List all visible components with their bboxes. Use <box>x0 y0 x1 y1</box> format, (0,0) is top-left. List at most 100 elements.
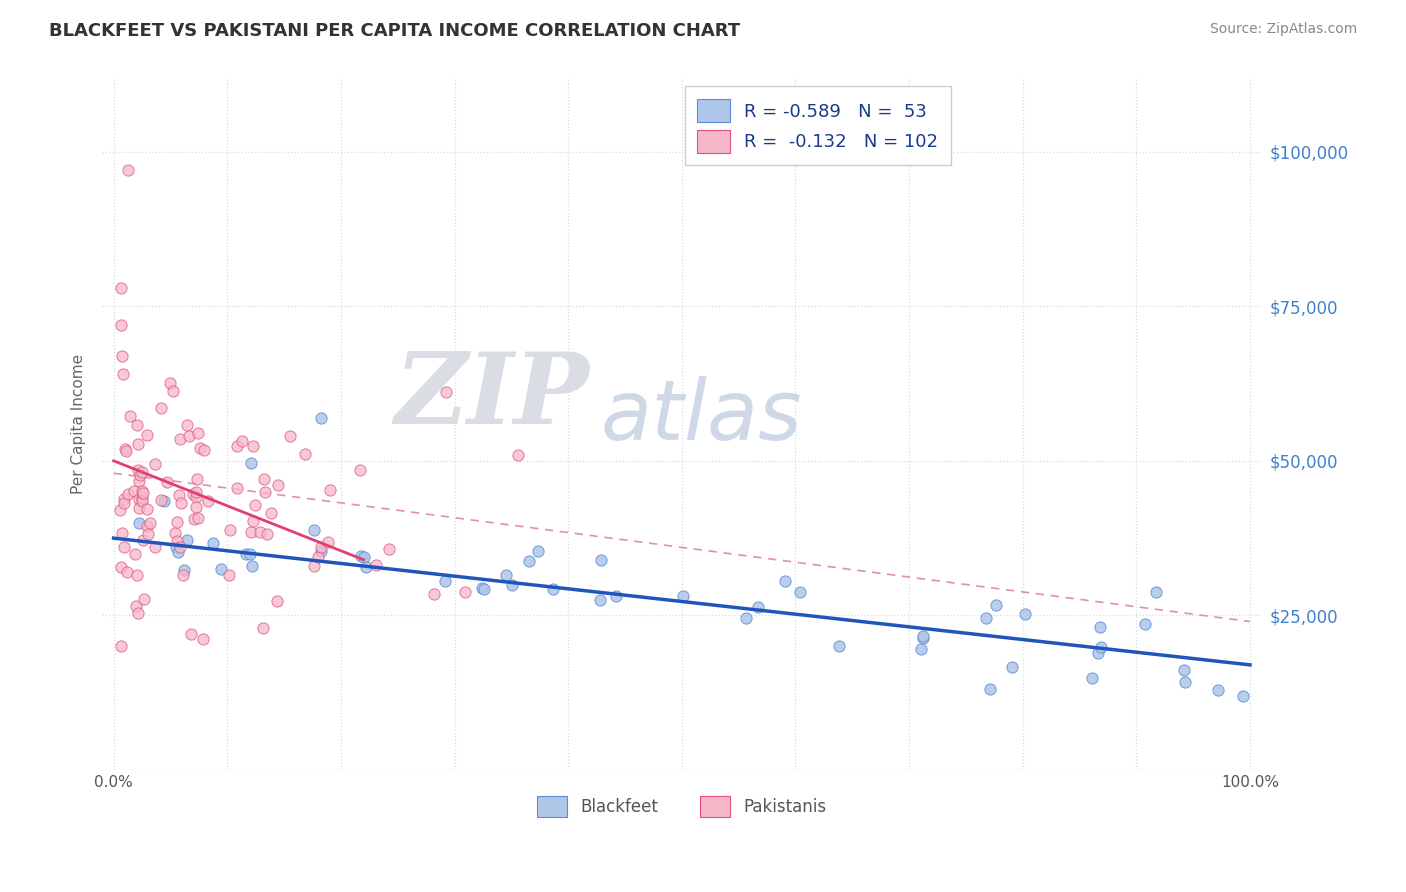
Point <box>1088 620 1111 634</box>
Point <box>495 568 517 582</box>
Point <box>112 491 135 506</box>
Point <box>349 463 371 477</box>
Point <box>309 410 332 425</box>
Point <box>127 463 149 477</box>
Point <box>186 500 208 515</box>
Point <box>167 545 190 559</box>
Point <box>110 560 132 574</box>
Point <box>166 534 188 549</box>
Point <box>132 533 155 548</box>
Point <box>176 418 198 433</box>
Point <box>201 535 224 549</box>
Point <box>159 376 181 391</box>
Point <box>235 547 257 561</box>
Point <box>193 632 215 646</box>
Point <box>307 549 329 564</box>
Point <box>423 587 446 601</box>
Point <box>294 447 316 461</box>
Point <box>128 500 150 515</box>
Point <box>501 578 523 592</box>
Point <box>1087 646 1109 660</box>
Point <box>188 441 211 455</box>
Point <box>180 626 202 640</box>
Point <box>170 496 193 510</box>
Point <box>118 409 141 423</box>
Point <box>136 526 159 541</box>
Point <box>131 493 153 508</box>
Point <box>226 439 249 453</box>
Point <box>143 540 166 554</box>
Point <box>136 428 159 442</box>
Point <box>526 544 548 558</box>
Point <box>318 534 340 549</box>
Point <box>240 525 263 540</box>
Point <box>114 442 136 456</box>
Point <box>115 565 138 579</box>
Point <box>183 512 205 526</box>
Text: ZIP: ZIP <box>394 348 589 444</box>
Point <box>354 560 377 574</box>
Point <box>110 318 132 332</box>
Point <box>129 467 152 482</box>
Point <box>242 514 264 528</box>
Point <box>434 385 457 400</box>
Point <box>117 163 139 178</box>
Point <box>454 585 477 599</box>
Point <box>181 487 204 501</box>
Point <box>169 432 191 446</box>
Point <box>1014 607 1036 621</box>
Point <box>184 490 207 504</box>
Point <box>225 481 247 495</box>
Point <box>1146 585 1168 599</box>
Point <box>110 640 132 654</box>
Point <box>162 384 184 398</box>
Point <box>124 547 146 561</box>
Point <box>128 516 150 531</box>
Point <box>172 568 194 582</box>
Point <box>588 592 610 607</box>
Point <box>165 540 187 554</box>
Point <box>1206 683 1229 698</box>
Point <box>218 523 240 537</box>
Point <box>1090 640 1112 655</box>
Point <box>239 547 262 561</box>
Point <box>589 553 612 567</box>
Point <box>1173 674 1195 689</box>
Point <box>143 457 166 471</box>
Point <box>789 585 811 599</box>
Point <box>117 487 139 501</box>
Point <box>167 487 190 501</box>
Point <box>543 582 565 596</box>
Point <box>125 417 148 432</box>
Point <box>253 485 276 500</box>
Point <box>127 568 149 582</box>
Point <box>775 574 797 588</box>
Point <box>350 549 373 563</box>
Point <box>135 519 157 533</box>
Point <box>253 471 276 485</box>
Point <box>433 574 456 589</box>
Point <box>152 493 174 508</box>
Point <box>193 443 215 458</box>
Point <box>974 611 997 625</box>
Point <box>176 533 198 548</box>
Point <box>243 498 266 512</box>
Point <box>309 540 332 554</box>
Point <box>128 474 150 488</box>
Point <box>127 606 149 620</box>
Point <box>1001 659 1024 673</box>
Point <box>112 496 135 510</box>
Point <box>672 590 695 604</box>
Point <box>132 485 155 500</box>
Point <box>128 492 150 507</box>
Point <box>747 599 769 614</box>
Point <box>735 611 758 625</box>
Point <box>166 515 188 529</box>
Point <box>131 483 153 498</box>
Point <box>187 425 209 440</box>
Point <box>256 526 278 541</box>
Point <box>366 558 388 572</box>
Point <box>266 594 288 608</box>
Point <box>304 559 326 574</box>
Point <box>111 525 134 540</box>
